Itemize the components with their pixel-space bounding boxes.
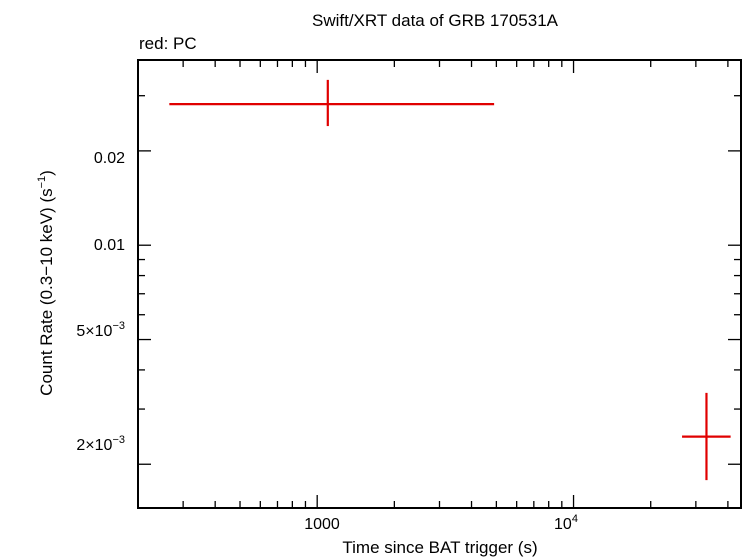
chart-title: Swift/XRT data of GRB 170531A — [312, 11, 559, 30]
y-tick-label-0.02: 0.02 — [94, 150, 125, 167]
x-axis-label: Time since BAT trigger (s) — [342, 538, 537, 557]
y-tick-label-5e-3: 5×10−3 — [76, 320, 125, 340]
plot-frame — [137, 59, 742, 509]
chart-subtitle: red: PC — [139, 34, 197, 53]
data-layer — [169, 79, 731, 481]
data-point-2 — [682, 392, 731, 481]
data-point-1 — [169, 79, 495, 127]
y-axis-label: Count Rate (0.3−10 keV) (s−1) — [36, 170, 56, 396]
x-tick-label-1000: 1000 — [304, 516, 340, 533]
x-tick-label-10000: 104 — [554, 513, 578, 533]
tick-layer — [137, 60, 741, 508]
y-tick-label-2e-3: 2×10−3 — [76, 434, 125, 454]
y-tick-label-0.01: 0.01 — [94, 237, 125, 254]
